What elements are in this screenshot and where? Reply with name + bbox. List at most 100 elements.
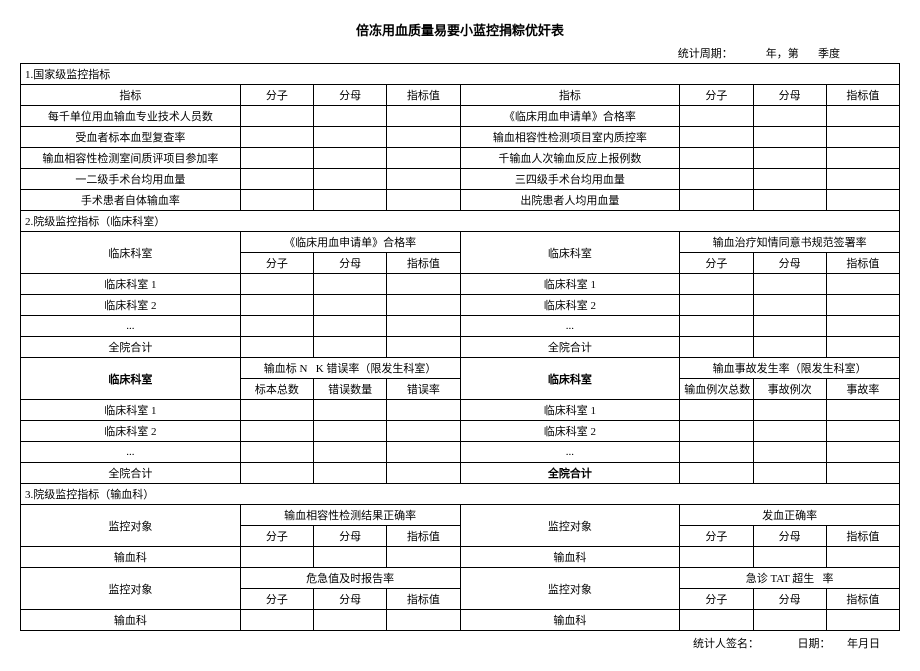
cell [680,547,753,568]
cell [314,316,387,337]
cell [314,463,387,484]
cell [314,610,387,631]
cell [240,127,313,148]
s3-value-l: 指标值 [387,526,460,547]
cell [240,190,313,211]
s2b-dots-r: ... [460,442,680,463]
cell [314,547,387,568]
cell [753,127,826,148]
cell [240,463,313,484]
cell [240,106,313,127]
period-quarter: 季度 [818,48,840,60]
s2b-accrate: 事故率 [826,379,899,400]
s1-row1-l: 每千单位用血输血专业技术人员数 [21,106,241,127]
s1-row3-l: 输血相容性检测室间质评项目参加率 [21,148,241,169]
cell [387,316,460,337]
s1-row2-l: 受血者标本血型复查率 [21,127,241,148]
s1-row5-l: 手术患者自体输血率 [21,190,241,211]
s2b-dept2-l: 临床科室 2 [21,421,241,442]
cell [753,274,826,295]
cell [240,442,313,463]
s3-h1-l: 输血相容性检测结果正确率 [240,505,460,526]
cell [387,421,460,442]
cell [240,337,313,358]
cell [240,547,313,568]
s1-h-value-l: 指标值 [387,85,460,106]
s1-row4-r: 三四级手术台均用血量 [460,169,680,190]
s1-h-value-r: 指标值 [826,85,899,106]
cell [240,295,313,316]
cell [387,148,460,169]
cell [826,274,899,295]
cell [680,610,753,631]
cell [240,148,313,169]
cell [314,337,387,358]
s2-dept2-l: 临床科室 2 [21,295,241,316]
s2b-errcnt: 错误数量 [314,379,387,400]
s1-row3-r: 千输血人次输血反应上报例数 [460,148,680,169]
s2b-acccnt: 事故例次 [753,379,826,400]
s2-h1-l: 《临床用血申请单》合格率 [240,232,460,253]
cell [314,148,387,169]
s3-target-l: 监控对象 [21,505,241,547]
cell [240,400,313,421]
s3b-denom-r: 分母 [753,589,826,610]
s2-denom-l: 分母 [314,253,387,274]
cell [387,547,460,568]
s2-numer-l: 分子 [240,253,313,274]
s2-dots-l: ... [21,316,241,337]
s3-numer-r: 分子 [680,526,753,547]
cell [387,610,460,631]
cell [753,400,826,421]
cell [753,547,826,568]
period-row: 统计周期： 年，第 季度 [20,45,900,61]
cell [387,337,460,358]
s3b-numer-l: 分子 [240,589,313,610]
cell [387,190,460,211]
s3-blood-l: 输血科 [21,547,241,568]
s3-target-r: 监控对象 [460,505,680,547]
s3b-value-l: 指标值 [387,589,460,610]
section3-header: 3.院级监控指标（输血科） [21,484,900,505]
cell [240,610,313,631]
cell [680,421,753,442]
cell [753,337,826,358]
s3-denom-l: 分母 [314,526,387,547]
cell [753,463,826,484]
cell [680,463,753,484]
s2b-h-l: 输血标 N K 错误率（限发生科室） [240,358,460,379]
cell [240,169,313,190]
cell [826,442,899,463]
cell [826,400,899,421]
cell [826,169,899,190]
cell [680,106,753,127]
s1-h-denom-l: 分母 [314,85,387,106]
cell [240,421,313,442]
cell [680,148,753,169]
s1-row1-r: 《临床用血申请单》合格率 [460,106,680,127]
s3b-blood-l: 输血科 [21,610,241,631]
s3b-h-l: 危急值及时报告率 [240,568,460,589]
s2b-casetotal: 输血例次总数 [680,379,753,400]
cell [753,316,826,337]
s1-h-indicator-l: 指标 [21,85,241,106]
s3-h1-r: 发血正确率 [680,505,900,526]
s2-value-l: 指标值 [387,253,460,274]
cell [826,337,899,358]
cell [826,295,899,316]
cell [680,316,753,337]
cell [680,274,753,295]
cell [314,421,387,442]
cell [753,169,826,190]
s2-dots-r: ... [460,316,680,337]
s2b-dept1-r: 临床科室 1 [460,400,680,421]
s2-h1-r: 输血治疗知情同意书规范签署率 [680,232,900,253]
cell [240,316,313,337]
s3-blood-r: 输血科 [460,547,680,568]
s2b-dept2-r: 临床科室 2 [460,421,680,442]
s2-total-l: 全院合计 [21,337,241,358]
cell [387,463,460,484]
cell [314,127,387,148]
s3b-value-r: 指标值 [826,589,899,610]
cell [680,127,753,148]
